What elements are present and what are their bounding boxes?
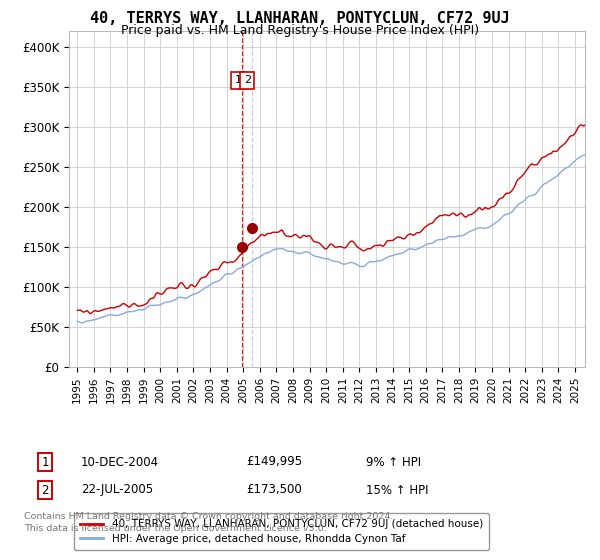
Text: 15% ↑ HPI: 15% ↑ HPI bbox=[366, 483, 428, 497]
Text: Price paid vs. HM Land Registry's House Price Index (HPI): Price paid vs. HM Land Registry's House … bbox=[121, 24, 479, 36]
Legend: 40, TERRYS WAY, LLANHARAN, PONTYCLUN, CF72 9UJ (detached house), HPI: Average pr: 40, TERRYS WAY, LLANHARAN, PONTYCLUN, CF… bbox=[74, 513, 489, 550]
Text: 9% ↑ HPI: 9% ↑ HPI bbox=[366, 455, 421, 469]
Text: 2: 2 bbox=[41, 483, 49, 497]
Text: £149,995: £149,995 bbox=[246, 455, 302, 469]
Text: £173,500: £173,500 bbox=[246, 483, 302, 497]
Text: 1: 1 bbox=[235, 76, 242, 86]
Text: 22-JUL-2005: 22-JUL-2005 bbox=[81, 483, 153, 497]
Text: Contains HM Land Registry data © Crown copyright and database right 2024.
This d: Contains HM Land Registry data © Crown c… bbox=[24, 512, 394, 533]
Text: 2: 2 bbox=[244, 76, 251, 86]
Text: 40, TERRYS WAY, LLANHARAN, PONTYCLUN, CF72 9UJ: 40, TERRYS WAY, LLANHARAN, PONTYCLUN, CF… bbox=[90, 11, 510, 26]
Text: 1: 1 bbox=[41, 455, 49, 469]
Text: 10-DEC-2004: 10-DEC-2004 bbox=[81, 455, 159, 469]
